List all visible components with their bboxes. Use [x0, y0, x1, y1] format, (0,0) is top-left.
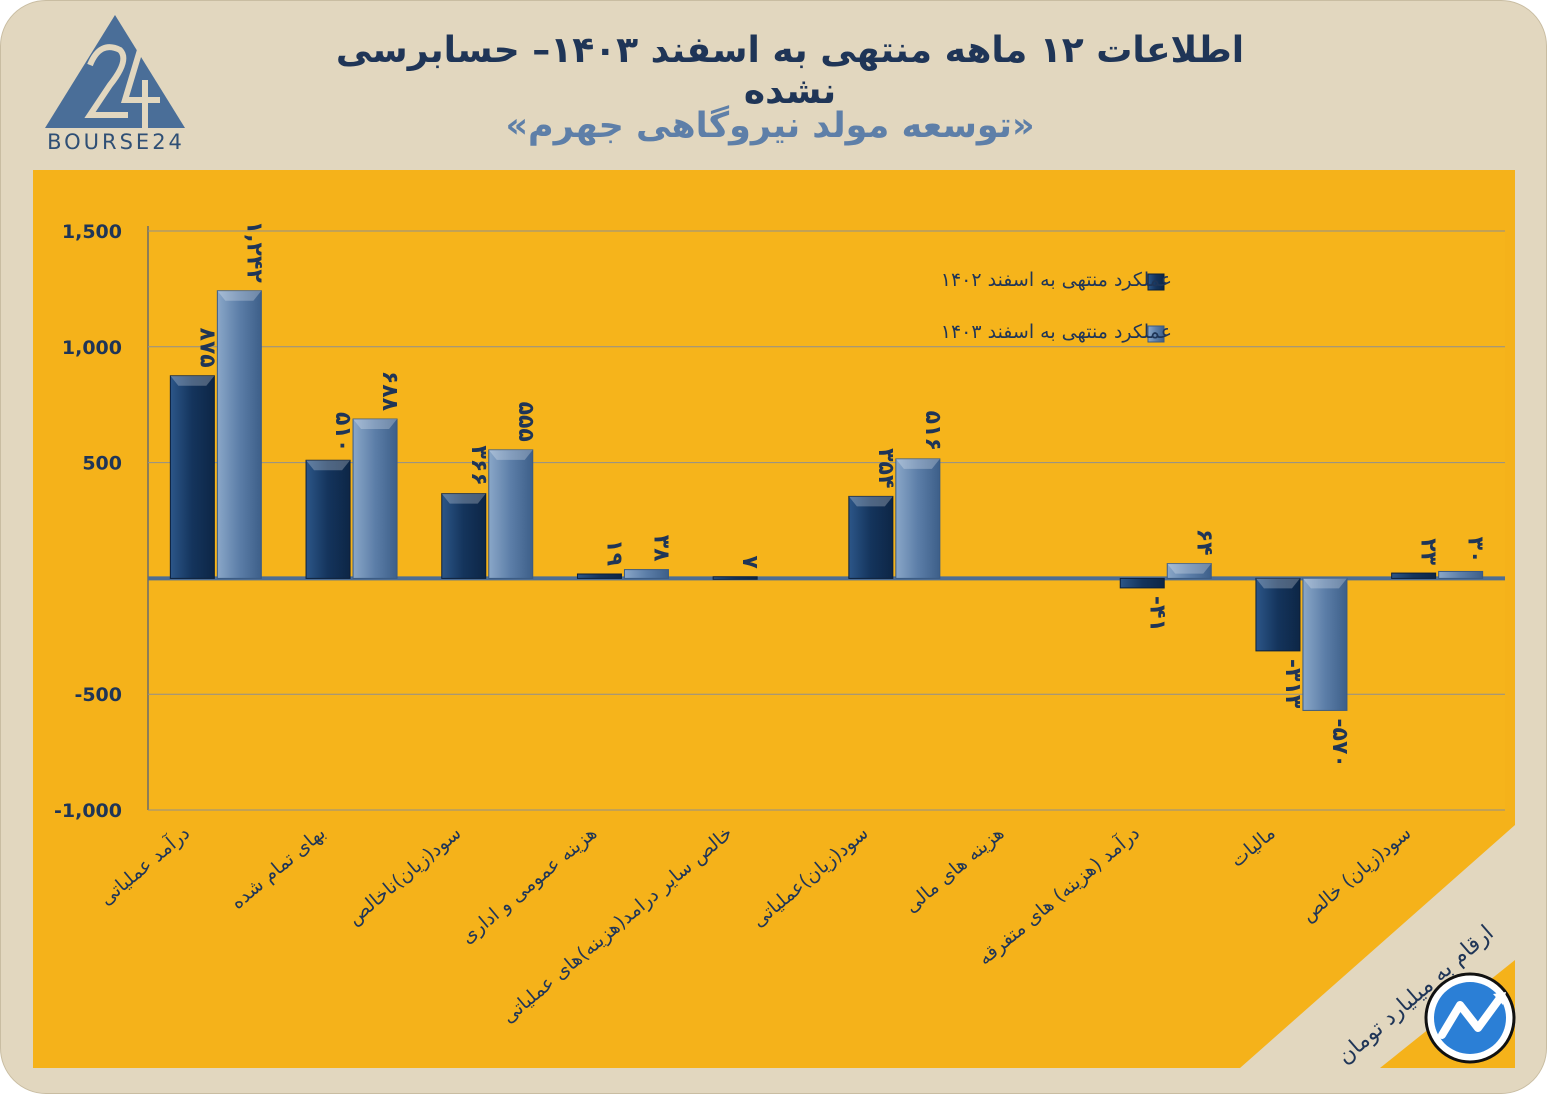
legend-swatch-1403: [1147, 325, 1165, 343]
logo-text: BOURSE24: [47, 130, 185, 154]
page-subtitle: «توسعه مولد نیروگاهی جهرم»: [505, 106, 1035, 146]
data-label: ۳۸: [648, 535, 673, 562]
bar-1403: [1166, 563, 1212, 579]
data-label: ۳۵۴: [873, 448, 898, 488]
data-label: ۶۸۸: [377, 371, 402, 412]
y-tick-label: -1,000: [54, 800, 122, 822]
bar-1402: [1119, 577, 1165, 589]
x-category-label: مالیات: [1226, 822, 1279, 872]
bar-bevel: [1167, 563, 1212, 574]
legend: عملکرد منتهی به اسفند ۱۴۰۲ عملکرد منتهی ب…: [941, 269, 1172, 343]
bar-1402: [441, 493, 487, 579]
data-label: ۱,۲۴۲: [241, 221, 266, 284]
legend-label: عملکرد منتهی به اسفند ۱۴۰۳: [941, 321, 1172, 343]
bar-bevel: [895, 458, 940, 469]
x-axis-category-labels: درآمد عملیاتی بهای تمام شده سود(زیان)ناخال…: [94, 820, 1415, 1027]
data-label: ۳۰: [1463, 537, 1488, 564]
bar-1402: [848, 495, 894, 579]
data-labels: ۸۷۵ ۱,۲۴۲ ۵۱۰ ۶۸۸ ۳۶۶ ۵۵۵ ۱۹ ۳۸ ۷ ۳۵۴ ۵۱۶ -۴۱ ۶۴ -۳۱۳…: [194, 221, 1487, 768]
plot-area: [148, 231, 1505, 810]
x-category-label: سود(زیان) خالص: [1297, 822, 1415, 926]
bar-bevel: [217, 290, 262, 301]
x-category-label: درآمد عملیاتی: [94, 820, 194, 909]
grid-lines: [147, 226, 1505, 811]
bar-bevel: [306, 460, 351, 471]
trend-logo-icon: [1424, 972, 1516, 1064]
data-label: ۵۱۰: [330, 412, 355, 452]
y-tick-label: 1,500: [62, 221, 122, 243]
bar-1402: [305, 459, 351, 579]
bar-bevel: [1302, 578, 1347, 589]
data-label: ۸۷۵: [194, 327, 219, 367]
legend-swatch-1402: [1147, 273, 1165, 291]
bourse24-logo-icon: [45, 15, 185, 128]
bar-1402: [712, 576, 758, 580]
bar-1403: [895, 458, 941, 579]
data-label: -۴۱: [1144, 596, 1169, 632]
bar-bevel: [353, 419, 398, 430]
data-label: -۳۱۳: [1280, 659, 1305, 709]
bar-1402: [576, 573, 622, 579]
x-category-label: خالص سایر درامد(هزینه)های عملیاتی: [498, 822, 737, 1028]
bar-bevel: [170, 375, 215, 386]
bar-1402: [1391, 572, 1437, 579]
x-category-label: هزینه عمومی و اداری: [457, 822, 602, 948]
bar-1403: [352, 418, 398, 579]
data-label: ۵۵۵: [513, 402, 538, 442]
bar-1402: [1255, 577, 1301, 652]
bar-1403: [1438, 570, 1484, 579]
x-category-label: سود(زیان)عملیاتی: [748, 822, 873, 932]
y-axis-tick-labels: -1,000 -500 500 1,000 1,500: [54, 221, 122, 822]
x-category-label: بهای تمام شده: [226, 822, 329, 914]
y-tick-label: -500: [74, 684, 122, 706]
bar-1403: [623, 569, 669, 579]
data-label: ۲۳: [1416, 538, 1441, 565]
y-tick-label: 500: [82, 453, 122, 475]
data-label: ۶۴: [1191, 529, 1216, 556]
data-label: -۵۷۰: [1327, 718, 1352, 767]
bar-1403: [1302, 577, 1348, 711]
bar-bevel: [488, 449, 533, 460]
page-title: اطلاعات ۱۲ ماهه منتهی به اسفند ۱۴۰۳– حسا…: [335, 30, 1245, 112]
x-category-label: سود(زیان)ناخالص: [343, 822, 465, 929]
bar-bevel: [1255, 578, 1300, 589]
data-label: ۱۹: [601, 539, 626, 566]
data-label: ۵۱۶: [920, 411, 945, 451]
bar-1402: [169, 375, 215, 579]
x-category-label: هزینه های مالی: [901, 822, 1009, 917]
bar-bevel: [441, 493, 486, 504]
bar-1403: [216, 290, 262, 579]
legend-label: عملکرد منتهی به اسفند ۱۴۰۲: [941, 269, 1172, 291]
bar-1403: [488, 449, 534, 579]
bars: [169, 290, 1484, 711]
bar-bevel: [848, 496, 893, 507]
data-label: ۷: [737, 555, 762, 569]
data-label: ۳۶۶: [466, 445, 491, 485]
y-tick-label: 1,000: [62, 337, 122, 359]
